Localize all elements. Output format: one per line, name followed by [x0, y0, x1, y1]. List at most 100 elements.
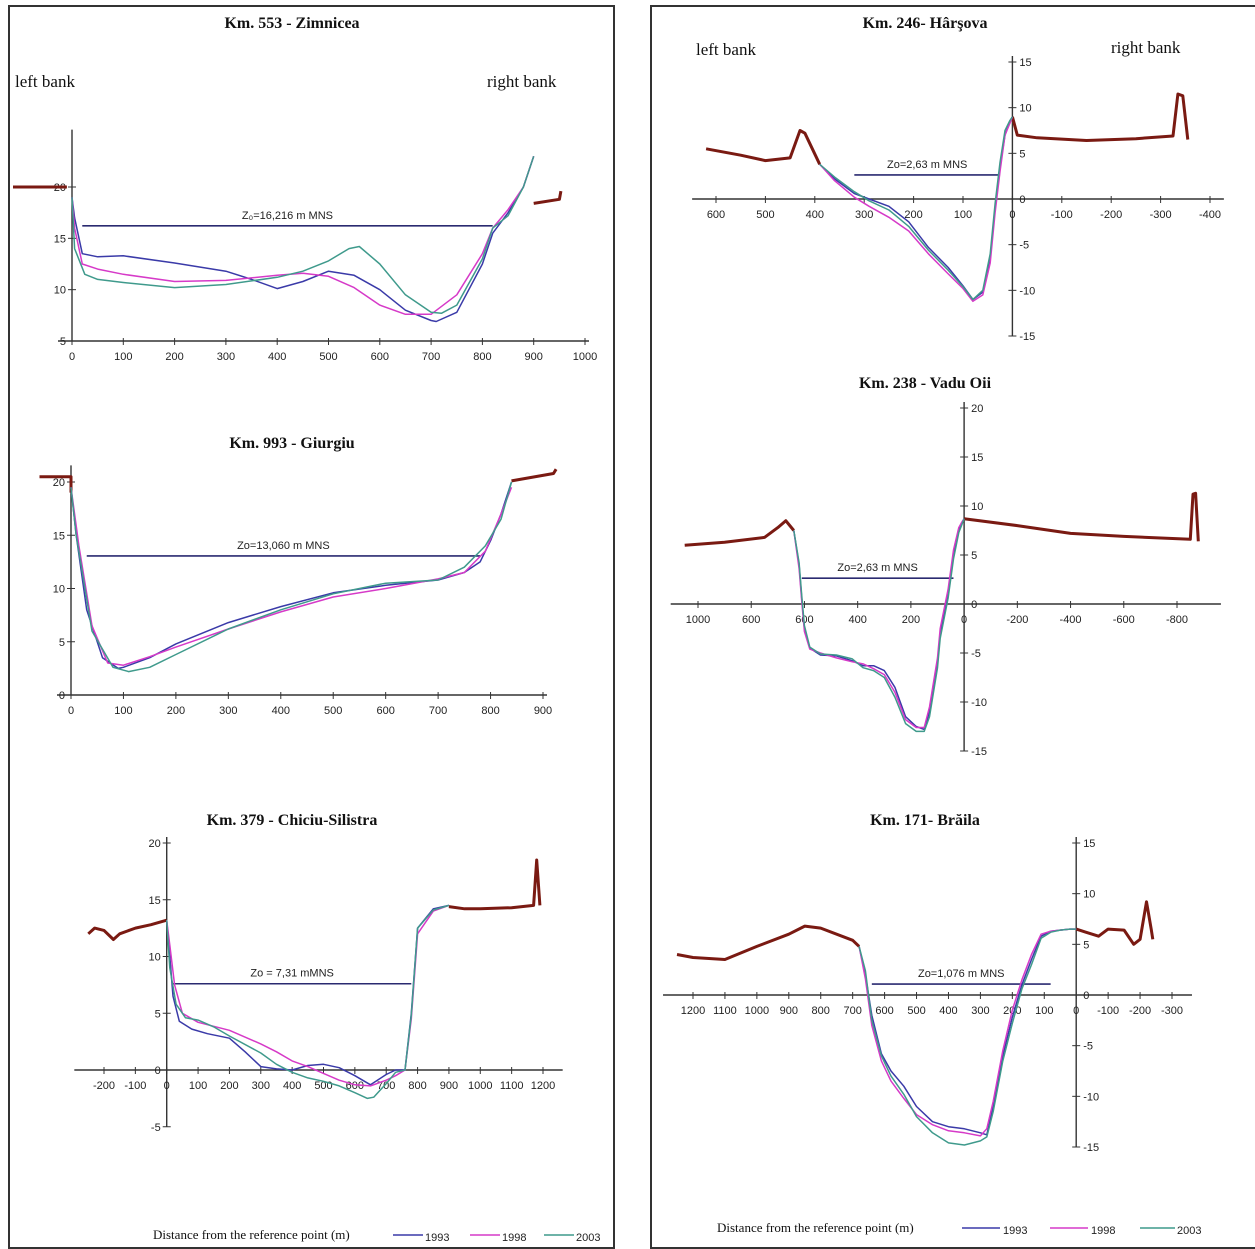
x-tick-label: 0: [961, 614, 967, 626]
x-tick-label: 700: [429, 705, 447, 717]
y-tick-label: -15: [1083, 1142, 1099, 1154]
y-tick-label: -15: [1019, 331, 1035, 343]
left-bank-label-zimnicea: left bank: [15, 72, 75, 91]
y-tick-label: 10: [53, 584, 65, 596]
series-line-1998: [858, 928, 1077, 1137]
y-tick-label: 5: [971, 550, 977, 562]
y-tick-label: 10: [148, 952, 160, 964]
series-line-1993: [71, 155, 535, 323]
series-line-1998: [819, 116, 1014, 303]
x-tick-label: 1100: [500, 1080, 524, 1092]
x-tick-label: 200: [902, 614, 920, 626]
x-tick-label: 300: [971, 1005, 989, 1017]
series-line-2003: [165, 904, 450, 1100]
x-tick-label: 1000: [468, 1080, 492, 1092]
x-tick-label: 900: [440, 1080, 458, 1092]
x-tick-label: -200: [1129, 1005, 1151, 1017]
y-tick-label: 5: [59, 637, 65, 649]
bank-left-profile: [684, 519, 795, 547]
x-tick-label: 400: [939, 1005, 957, 1017]
x-tick-label: -200: [1100, 209, 1122, 221]
series-line-2003: [71, 155, 535, 315]
y-tick-label: -10: [1019, 285, 1035, 297]
x-tick-label: 700: [422, 351, 440, 363]
series-line-2003: [858, 928, 1077, 1146]
legend-caption: Distance from the reference point (m): [717, 1220, 914, 1235]
y-tick-label: 0: [1019, 194, 1025, 206]
x-tick-label: -100: [1097, 1005, 1119, 1017]
bank-right-profile: [1010, 92, 1190, 142]
bank-left-profile: [705, 129, 822, 165]
x-tick-label: 600: [742, 614, 760, 626]
chart-zimnicea: Km. 553 - Zimnicea 0 100 200 300 400 500 600 700…: [13, 15, 597, 363]
legend-label-1993: 1993: [1003, 1225, 1027, 1237]
x-tick-label: -100: [124, 1080, 146, 1092]
right-panel: [650, 5, 1255, 1249]
y-tick-label: -15: [971, 746, 987, 758]
water-level-label: Zo=2,63 m MNS: [887, 159, 967, 171]
y-tick-label: -5: [1083, 1041, 1093, 1053]
x-tick-label: 600: [707, 209, 725, 221]
x-tick-label: 800: [481, 705, 499, 717]
water-level-label: Zo=13,060 m MNS: [237, 540, 330, 552]
x-tick-label: 1000: [686, 614, 710, 626]
x-tick-label: 800: [812, 1005, 830, 1017]
series-line-1998: [793, 518, 965, 729]
chart-title: Km. 246- Hârşova: [863, 15, 988, 32]
left-bank-label-harsova: left bank: [696, 40, 756, 59]
x-tick-label: -800: [1166, 614, 1188, 626]
x-tick-label: 0: [68, 705, 74, 717]
x-tick-label: 1000: [745, 1005, 769, 1017]
x-tick-label: 1100: [713, 1005, 737, 1017]
water-level-label: Zo=2,63 m MNS: [837, 562, 917, 574]
x-tick-label: 1200: [531, 1080, 555, 1092]
x-tick-label: 600: [376, 705, 394, 717]
x-tick-label: 400: [268, 351, 286, 363]
x-tick-label: 300: [855, 209, 873, 221]
series-line-2003: [819, 116, 1014, 301]
x-tick-label: 0: [1073, 1005, 1079, 1017]
y-tick-label: 5: [155, 1008, 161, 1020]
y-tick-label: 0: [155, 1065, 161, 1077]
water-level-label: Zo=1,076 m MNS: [918, 968, 1005, 980]
bank-left-profile: [87, 918, 168, 941]
water-level-label: Zo = 7,31 mMNS: [250, 968, 333, 980]
x-tick-label: 500: [324, 705, 342, 717]
y-tick-label: 5: [1019, 148, 1025, 160]
x-tick-label: 100: [1035, 1005, 1053, 1017]
chart-title: Km. 993 - Giurgiu: [229, 435, 354, 452]
chart-title: Km. 171- Brăila: [870, 812, 980, 829]
x-tick-label: 400: [848, 614, 866, 626]
legend-label-2003: 2003: [576, 1232, 600, 1244]
legend-caption: Distance from the reference point (m): [153, 1227, 350, 1242]
bank-right-profile: [963, 491, 1200, 542]
series-line-1993: [858, 928, 1077, 1136]
y-tick-label: 10: [54, 285, 66, 297]
y-tick-label: -5: [1019, 240, 1029, 252]
series-line-1993: [70, 481, 513, 670]
x-tick-label: 400: [283, 1080, 301, 1092]
x-tick-label: -300: [1161, 1005, 1183, 1017]
bank-right-profile: [533, 190, 563, 205]
legend-label-2003: 2003: [1177, 1225, 1201, 1237]
x-tick-label: 900: [780, 1005, 798, 1017]
x-tick-label: -600: [1113, 614, 1135, 626]
y-tick-label: 15: [54, 233, 66, 245]
y-tick-label: 20: [53, 477, 65, 489]
legend-label-1998: 1998: [1091, 1225, 1115, 1237]
x-tick-label: -200: [93, 1080, 115, 1092]
series-line-2003: [793, 518, 965, 733]
bank-right-profile: [448, 858, 542, 911]
x-tick-label: 900: [525, 351, 543, 363]
chart-title: Km. 379 - Chiciu-Silistra: [207, 812, 378, 829]
legend-right: Distance from the reference point (m) 19…: [717, 1220, 1201, 1237]
x-tick-label: 200: [220, 1080, 238, 1092]
x-tick-label: 200: [904, 209, 922, 221]
y-tick-label: 0: [59, 690, 65, 702]
y-tick-label: -10: [971, 697, 987, 709]
bank-right-profile: [1075, 900, 1155, 946]
y-tick-label: -5: [151, 1122, 161, 1134]
